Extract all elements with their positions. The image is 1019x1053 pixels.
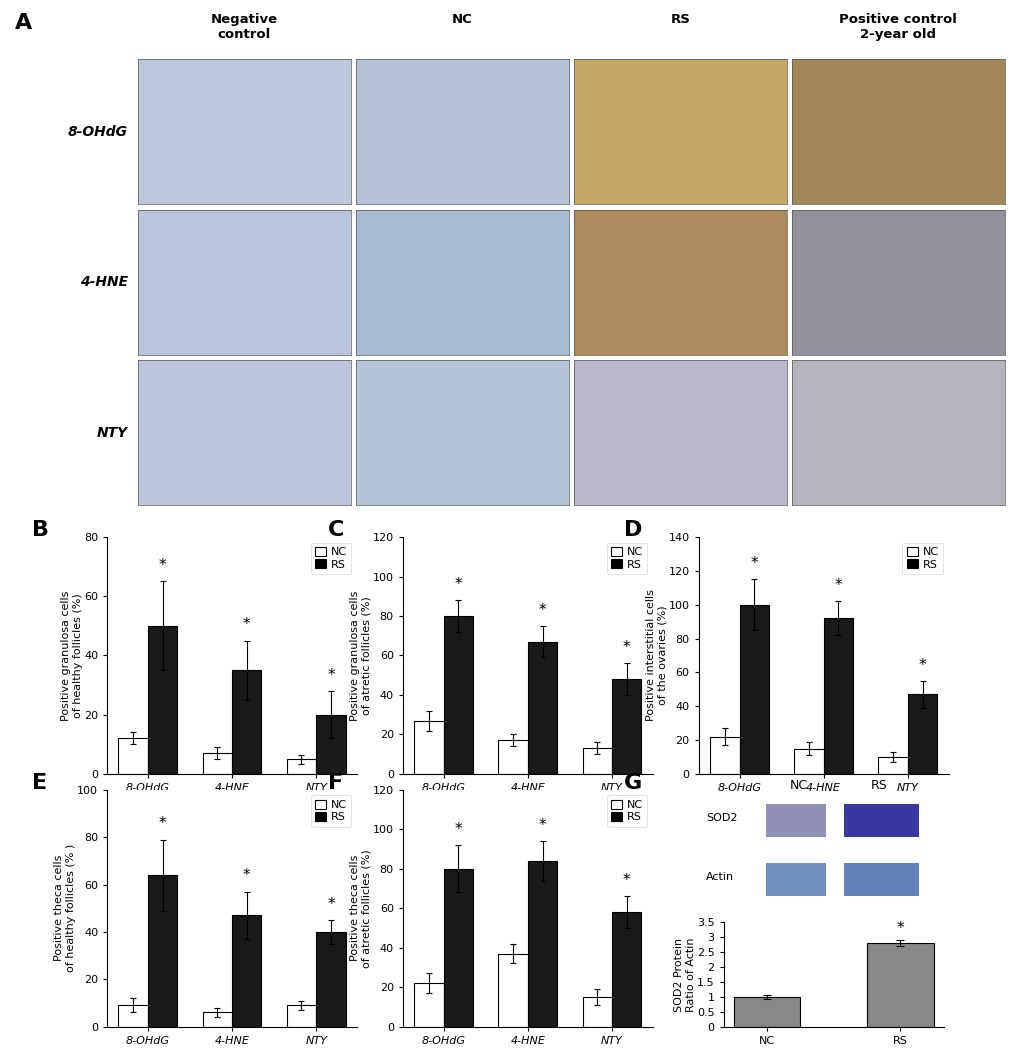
Bar [611, 912, 641, 1027]
Bar [203, 753, 232, 774]
Bar [148, 625, 177, 774]
Bar [443, 869, 473, 1027]
Bar [148, 875, 177, 1027]
Bar [232, 671, 261, 774]
Text: *: * [538, 602, 546, 617]
Bar [866, 943, 932, 1027]
Legend: NC, RS: NC, RS [606, 542, 647, 574]
Text: *: * [454, 821, 462, 837]
Bar [843, 804, 918, 837]
Bar [414, 984, 443, 1027]
Text: NTY: NTY [97, 425, 128, 440]
Text: 8-OHdG: 8-OHdG [68, 124, 128, 139]
Text: E: E [33, 773, 47, 793]
Text: NC: NC [789, 779, 807, 792]
Bar [286, 759, 316, 774]
Text: G: G [623, 773, 641, 793]
Bar [118, 738, 148, 774]
Text: *: * [159, 558, 166, 573]
Y-axis label: Positive granulosa cells
of healthy follicles (%): Positive granulosa cells of healthy foll… [61, 591, 83, 720]
Y-axis label: Positive interstitial cells
of the ovaries (%): Positive interstitial cells of the ovari… [645, 590, 666, 721]
Bar [528, 861, 556, 1027]
Y-axis label: Positive theca cells
of healthy follicles (% ): Positive theca cells of healthy follicle… [54, 845, 75, 972]
Text: D: D [623, 520, 642, 540]
Bar [498, 954, 528, 1027]
Bar [582, 749, 611, 774]
Bar [843, 863, 918, 896]
Y-axis label: SOD2 Protein
Ratio of Actin: SOD2 Protein Ratio of Actin [674, 937, 695, 1012]
Bar [877, 757, 907, 774]
Text: A: A [15, 13, 33, 33]
Bar [794, 749, 822, 774]
Text: NC: NC [451, 13, 472, 26]
Bar [443, 616, 473, 774]
Text: *: * [243, 869, 251, 883]
Text: B: B [33, 520, 49, 540]
Legend: NC, RS: NC, RS [311, 542, 352, 574]
Bar [739, 604, 768, 774]
Bar [823, 618, 852, 774]
Text: *: * [750, 556, 757, 571]
Text: *: * [623, 873, 630, 888]
Text: *: * [159, 816, 166, 831]
Bar [203, 1013, 232, 1027]
Text: *: * [327, 897, 334, 912]
Bar [316, 715, 345, 774]
Legend: NC, RS: NC, RS [311, 795, 352, 827]
Bar [611, 679, 641, 774]
Bar [528, 641, 556, 774]
Bar [286, 1006, 316, 1027]
Y-axis label: Positive granulosa cells
of atretic follicles (%): Positive granulosa cells of atretic foll… [350, 591, 371, 720]
Bar [733, 997, 800, 1027]
Text: Actin: Actin [705, 873, 734, 882]
Text: *: * [896, 921, 903, 936]
Text: *: * [327, 668, 334, 682]
Text: C: C [328, 520, 344, 540]
Bar [582, 997, 611, 1027]
Y-axis label: Positive theca cells
of atretic follicles (%): Positive theca cells of atretic follicle… [350, 849, 371, 968]
Text: *: * [623, 640, 630, 655]
Legend: NC, RS: NC, RS [902, 542, 943, 574]
Bar [709, 737, 739, 774]
Text: RS: RS [869, 779, 887, 792]
Bar [765, 804, 825, 837]
Text: SOD2: SOD2 [705, 813, 737, 823]
Text: *: * [918, 657, 925, 673]
Bar [232, 915, 261, 1027]
Text: 4-HNE: 4-HNE [79, 275, 128, 290]
Bar [118, 1006, 148, 1027]
Text: *: * [454, 577, 462, 592]
Text: F: F [328, 773, 342, 793]
Bar [765, 863, 825, 896]
Legend: NC, RS: NC, RS [606, 795, 647, 827]
Text: *: * [538, 818, 546, 833]
Bar [498, 740, 528, 774]
Text: Negative
control: Negative control [210, 13, 277, 41]
Text: RS: RS [669, 13, 690, 26]
Bar [316, 932, 345, 1027]
Text: Positive control
2-year old: Positive control 2-year old [839, 13, 956, 41]
Text: *: * [243, 617, 251, 633]
Bar [907, 694, 936, 774]
Bar [414, 720, 443, 774]
Text: *: * [834, 578, 842, 593]
